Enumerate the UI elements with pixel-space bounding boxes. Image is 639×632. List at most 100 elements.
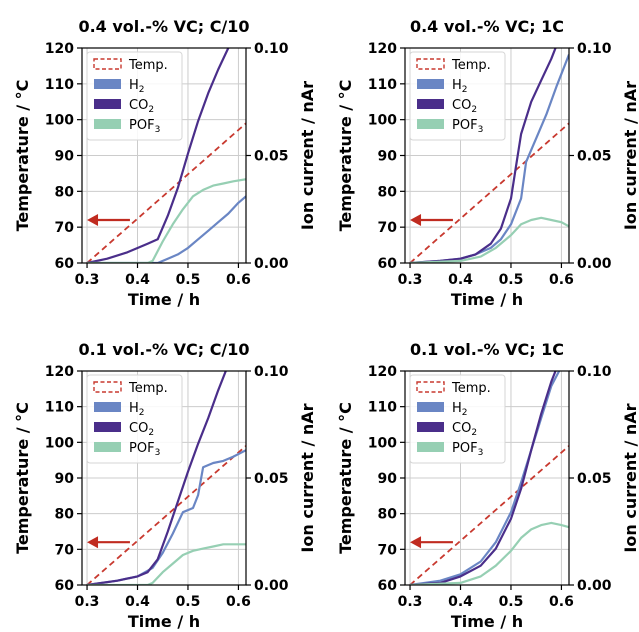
y2-tick-label: 0.05 <box>254 471 289 487</box>
series-group <box>409 48 569 263</box>
x-tick-label: 0.5 <box>499 594 524 610</box>
series-temp-line <box>409 122 569 263</box>
series-group <box>86 48 246 263</box>
legend-box <box>86 374 183 464</box>
legend-swatch-temp <box>416 58 445 70</box>
temperature-axis-arrowhead <box>87 214 99 226</box>
series-co2-line <box>86 371 227 585</box>
x-tick-label: 0.5 <box>176 272 201 288</box>
y2-tick-label: 0.00 <box>577 256 612 272</box>
y-tick-label: 90 <box>378 471 398 487</box>
series-pof3-line <box>87 178 246 263</box>
y2-axis-label: Ion current / nAr <box>621 81 639 230</box>
legend-swatch-co2 <box>417 422 444 432</box>
x-axis-label: Time / h <box>451 612 523 631</box>
y-tick-label: 90 <box>55 471 75 487</box>
legend-swatch-h2 <box>94 402 121 412</box>
series-temp-line <box>86 445 246 585</box>
legend-label-h2: H2 <box>129 78 145 95</box>
legend-swatch-temp <box>93 58 122 70</box>
series-temp-line <box>409 445 569 585</box>
legend-label-temp: Temp. <box>451 381 491 396</box>
y2-tick-label: 0.10 <box>577 41 612 57</box>
legend-label-co2: CO2 <box>452 98 477 115</box>
x-tick-label: 0.6 <box>226 594 251 610</box>
temperature-axis-arrowhead <box>410 214 422 226</box>
x-tick-label: 0.6 <box>549 272 574 288</box>
y-tick-label: 110 <box>45 400 74 416</box>
series-pof3-line <box>409 216 569 263</box>
y-tick-label: 80 <box>378 507 398 523</box>
x-tick-label: 0.4 <box>448 272 473 288</box>
y-tick-label: 80 <box>55 507 75 523</box>
y-axis-label: Temperature / °C <box>13 80 32 232</box>
x-tick-label: 0.3 <box>75 594 100 610</box>
legend-label-h2: H2 <box>452 401 468 418</box>
series-temp-line <box>86 122 246 263</box>
y-tick-label: 80 <box>378 184 398 200</box>
series-group <box>86 371 246 585</box>
y2-tick-label: 0.10 <box>577 364 612 380</box>
legend-swatch-temp <box>93 381 122 393</box>
series-co2-line <box>409 371 557 585</box>
y-tick-label: 120 <box>45 41 74 57</box>
legend-swatch-h2 <box>417 79 444 89</box>
legend: Temp. H2 CO2 POF3 <box>409 51 506 141</box>
legend: Temp. H2 CO2 POF3 <box>86 374 183 464</box>
x-tick-label: 0.3 <box>75 272 100 288</box>
x-axis-label: Time / h <box>451 290 523 309</box>
y-tick-label: 100 <box>368 435 397 451</box>
y-tick-label: 90 <box>378 149 398 165</box>
panel-2: 0.3 0.4 0.5 0.6 60 70 80 90 100 110 120 0.00 0.05 0.1… <box>336 17 639 309</box>
legend-label-temp: Temp. <box>128 381 168 396</box>
y2-tick-label: 0.10 <box>254 364 289 380</box>
y-tick-label: 100 <box>368 113 397 129</box>
x-tick-label: 0.4 <box>125 272 150 288</box>
legend-label-pof3: POF3 <box>452 118 483 135</box>
legend: Temp. H2 CO2 POF3 <box>409 374 506 464</box>
x-tick-label: 0.5 <box>176 594 201 610</box>
chart-title: 0.4 vol.-% VC; 1C <box>410 17 564 36</box>
y-tick-label: 60 <box>55 256 75 272</box>
y-tick-label: 110 <box>368 400 397 416</box>
y-axis-label: Temperature / °C <box>13 402 32 554</box>
x-tick-label: 0.3 <box>398 272 423 288</box>
series-pof3-line <box>409 521 569 585</box>
legend-swatch-pof3 <box>94 119 121 129</box>
legend-swatch-temp <box>416 381 445 393</box>
legend-swatch-pof3 <box>417 119 444 129</box>
legend-swatch-co2 <box>94 422 121 432</box>
y-axis-label: Temperature / °C <box>336 80 355 232</box>
chart-title: 0.4 vol.-% VC; C/10 <box>78 17 249 36</box>
y2-tick-label: 0.05 <box>254 149 289 165</box>
series-h2-line <box>87 195 246 263</box>
y-tick-label: 60 <box>378 578 398 594</box>
legend-box <box>409 51 506 141</box>
y-tick-label: 120 <box>368 364 397 380</box>
y-tick-label: 80 <box>55 184 75 200</box>
y-tick-label: 120 <box>368 41 397 57</box>
y2-tick-label: 0.05 <box>577 149 612 165</box>
panel-4: 0.3 0.4 0.5 0.6 60 70 80 90 100 110 120 0.00 0.05 0.1… <box>336 340 639 631</box>
legend-label-temp: Temp. <box>451 58 491 73</box>
temperature-axis-arrowhead <box>410 536 422 549</box>
y-tick-label: 70 <box>55 542 75 558</box>
x-tick-label: 0.3 <box>398 594 423 610</box>
series-co2-line <box>409 48 557 263</box>
y-tick-label: 70 <box>378 542 398 558</box>
y-tick-label: 110 <box>45 77 74 93</box>
y-tick-label: 110 <box>368 77 397 93</box>
legend-label-temp: Temp. <box>128 58 168 73</box>
panel-1: 0.3 0.4 0.5 0.6 60 70 80 90 100 110 120 0.00 0.05 0.1… <box>13 17 317 309</box>
y-tick-label: 100 <box>45 435 74 451</box>
legend-label-pof3: POF3 <box>129 118 160 135</box>
y2-tick-label: 0.05 <box>577 471 612 487</box>
series-group <box>409 371 569 585</box>
legend-label-pof3: POF3 <box>129 441 160 458</box>
series-co2-line <box>86 48 230 263</box>
chart-title: 0.1 vol.-% VC; C/10 <box>78 340 249 359</box>
series-h2-line <box>409 371 561 585</box>
series-pof3-line <box>87 543 246 585</box>
legend-swatch-pof3 <box>94 442 121 452</box>
